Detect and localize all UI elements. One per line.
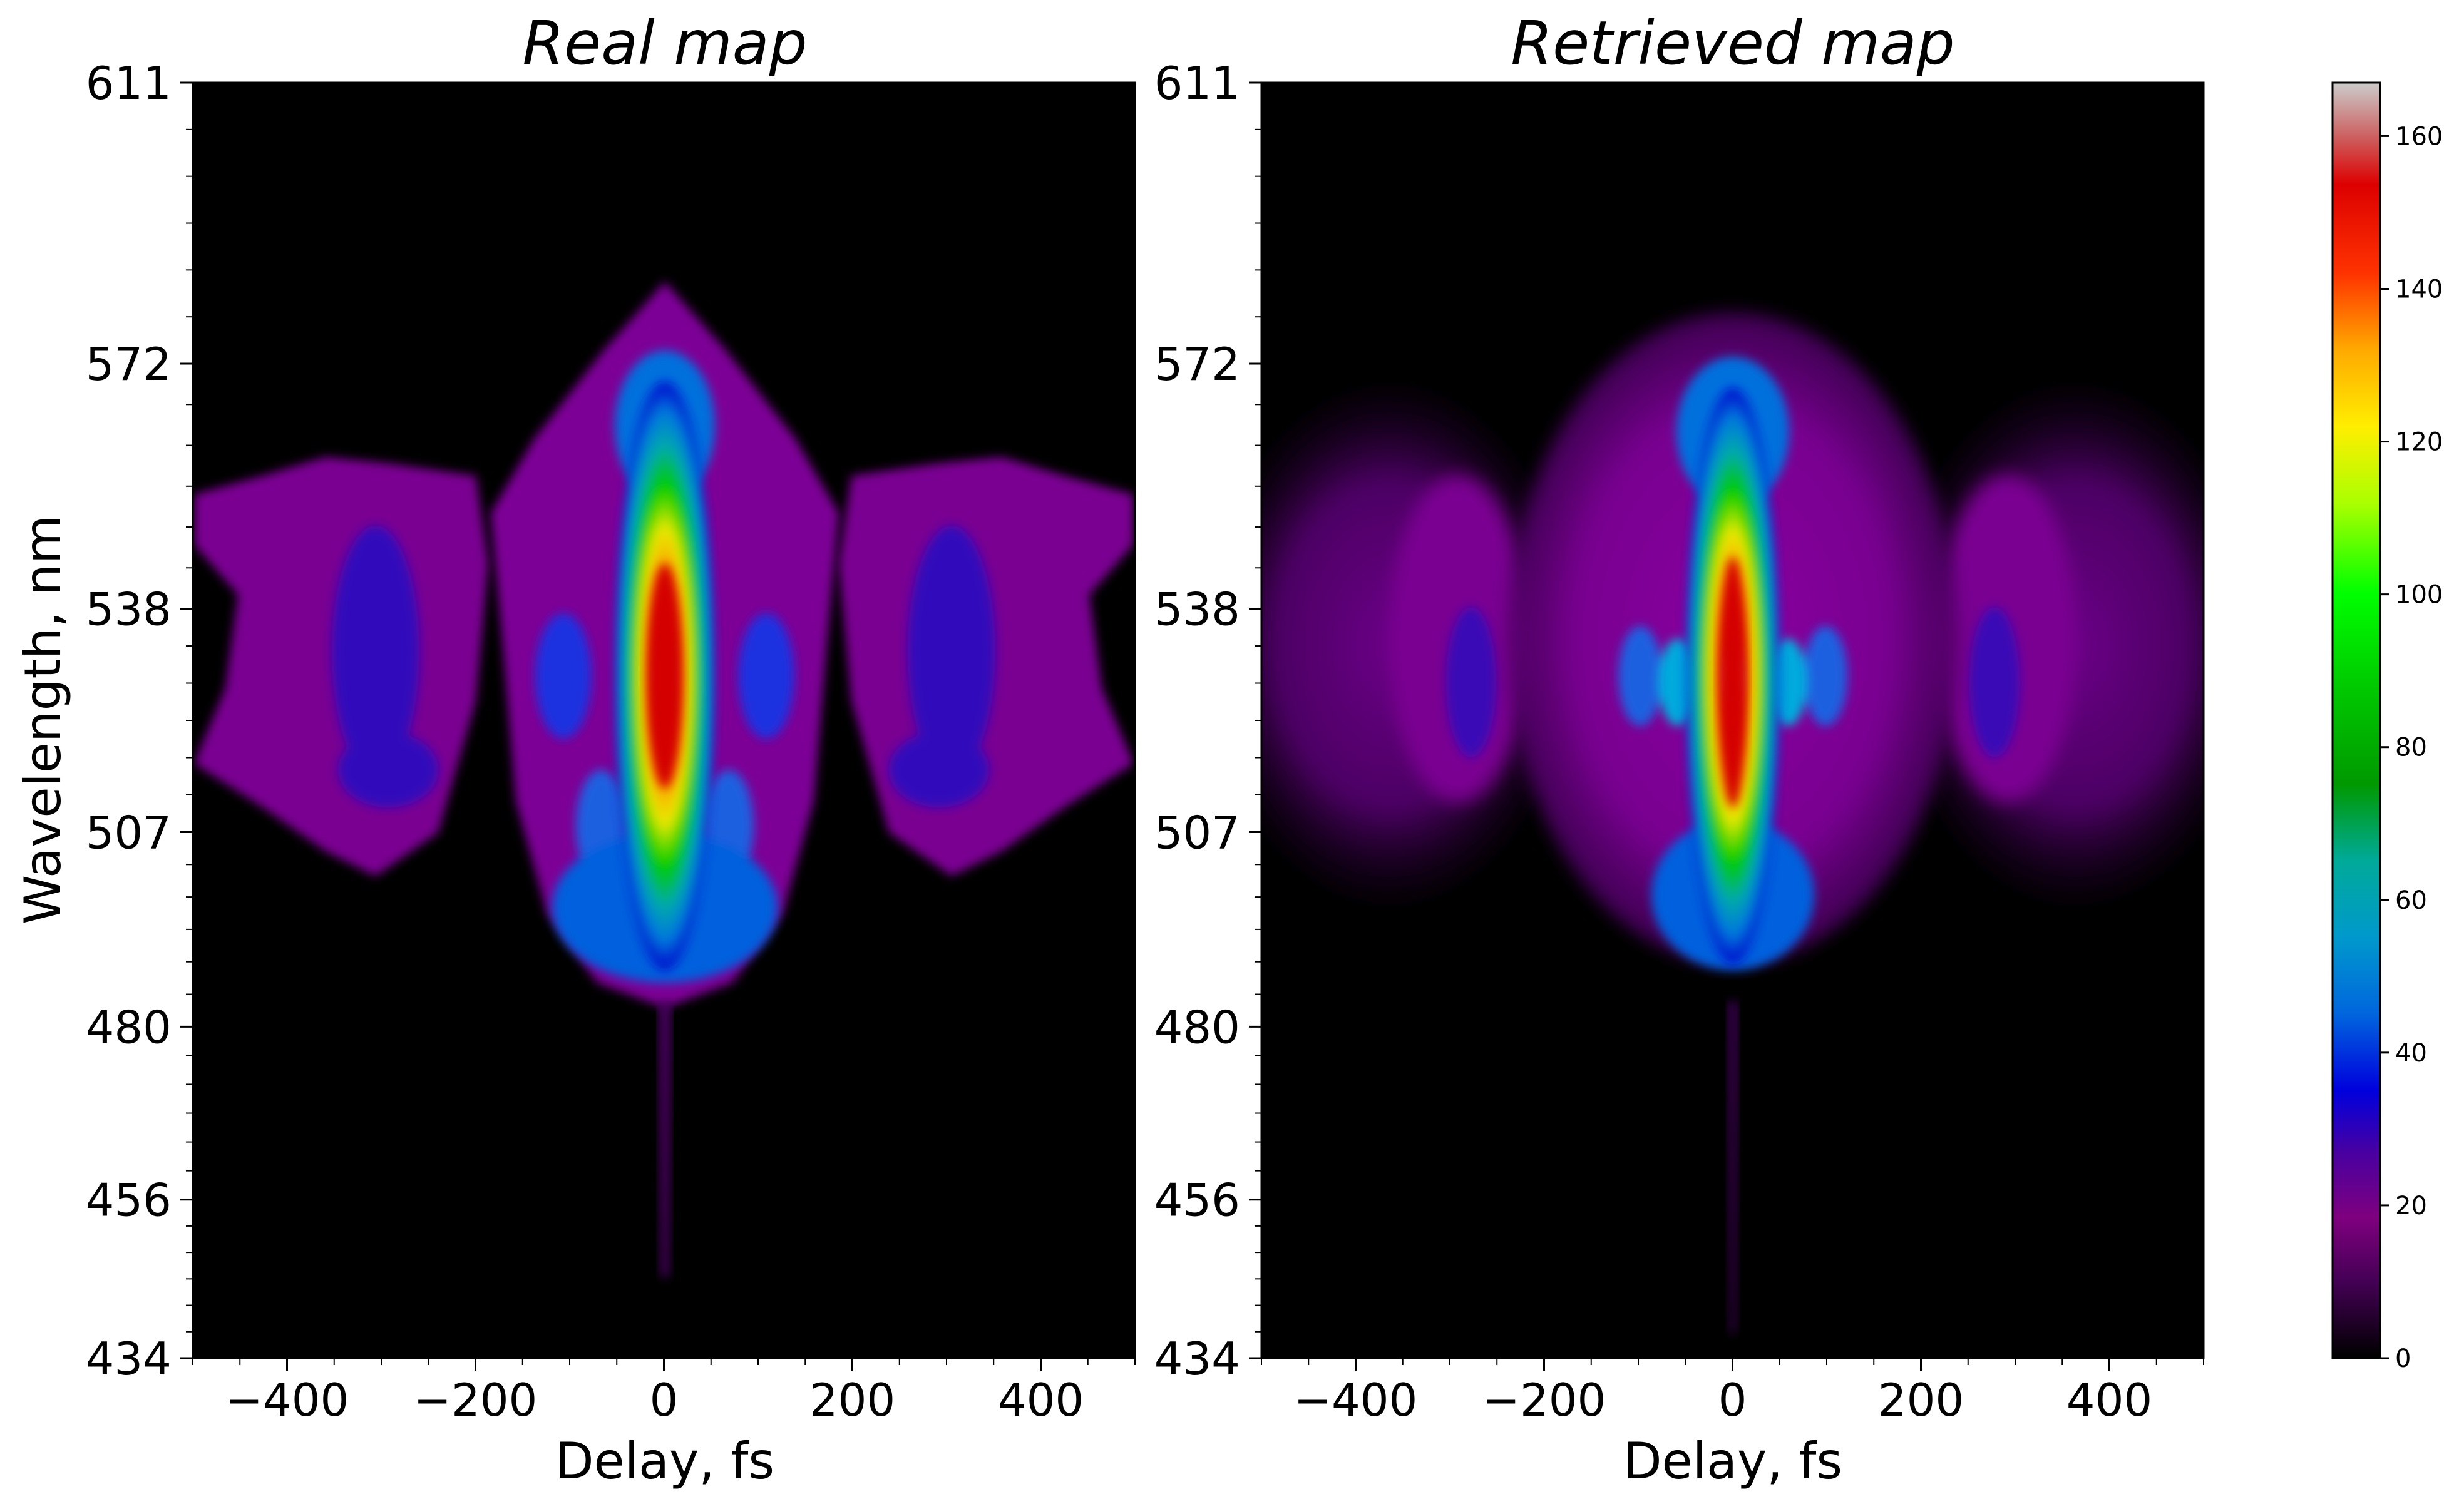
retrieved-map-ytick-label: 611 — [1154, 57, 1240, 110]
retrieved-map-axes: −400 −200 0 200 400 434 456 480 507 538 572 611 — [1154, 57, 2204, 1426]
real-map-xlabel: Delay, fs — [555, 1432, 774, 1490]
real-map-ytick-label: 507 — [86, 806, 172, 859]
real-map-xtick-label: 0 — [650, 1374, 679, 1426]
real-map-ytick-label: 572 — [86, 338, 172, 391]
retrieved-map-xlabel: Delay, fs — [1623, 1432, 1842, 1490]
retrieved-map-ytick-label: 507 — [1154, 806, 1240, 859]
colorbar-tick-label: 160 — [2395, 122, 2443, 151]
retrieved-map-xtick-label: 200 — [1878, 1374, 1964, 1426]
retrieved-map-xtick-label: 0 — [1718, 1374, 1747, 1426]
retrieved-map-xtick-label: 400 — [2066, 1374, 2152, 1426]
real-map-axes: −400 −200 0 200 400 434 456 480 507 538 572 611 — [86, 57, 1136, 1426]
retrieved-map-ytick-label: 434 — [1154, 1333, 1240, 1385]
real-map-xtick-label: 400 — [998, 1374, 1084, 1426]
real-map-ytick-label: 434 — [86, 1333, 172, 1385]
retrieved-map-xtick-label: −200 — [1482, 1374, 1606, 1426]
real-map-ytick-label: 480 — [86, 1001, 172, 1053]
retrieved-map-ytick-label: 538 — [1154, 583, 1240, 636]
real-map-title: Real map — [522, 8, 807, 78]
retrieved-map-title: Retrieved map — [1511, 8, 1954, 78]
colorbar: 0 20 40 60 80 100 120 140 160 — [2331, 81, 2443, 1373]
real-map-xtick-label: −400 — [225, 1374, 349, 1426]
colorbar-tick-label: 0 — [2395, 1344, 2411, 1373]
real-map-ylabel: Wavelength, nm — [14, 515, 72, 924]
colorbar-tick-label: 20 — [2395, 1192, 2427, 1220]
retrieved-map-ytick-label: 480 — [1154, 1001, 1240, 1053]
real-map-ytick-label: 456 — [86, 1174, 172, 1227]
colorbar-tick-label: 60 — [2395, 886, 2427, 915]
real-map-ytick-label: 611 — [86, 57, 172, 110]
retrieved-map-ytick-label: 456 — [1154, 1174, 1240, 1227]
real-map-heatmap — [193, 83, 1135, 1358]
retrieved-map-xtick-label: −400 — [1294, 1374, 1418, 1426]
colorbar-gradient — [2331, 81, 2381, 1359]
real-map-xtick-label: −200 — [414, 1374, 538, 1426]
retrieved-map-heatmap — [1261, 83, 2204, 1358]
colorbar-tick-label: 140 — [2395, 275, 2443, 304]
real-map-panel: Real map — [14, 8, 1136, 1490]
colorbar-tick-label: 100 — [2395, 581, 2443, 610]
colorbar-tick-label: 80 — [2395, 734, 2427, 762]
retrieved-map-ytick-label: 572 — [1154, 338, 1240, 391]
real-map-ytick-label: 538 — [86, 583, 172, 636]
real-map-xtick-label: 200 — [809, 1374, 895, 1426]
retrieved-map-panel: Retrieved map — [1154, 8, 2205, 1490]
colorbar-axis: 0 20 40 60 80 100 120 140 160 — [2380, 122, 2443, 1373]
colorbar-tick-label: 120 — [2395, 428, 2443, 457]
colorbar-tick-label: 40 — [2395, 1039, 2427, 1068]
